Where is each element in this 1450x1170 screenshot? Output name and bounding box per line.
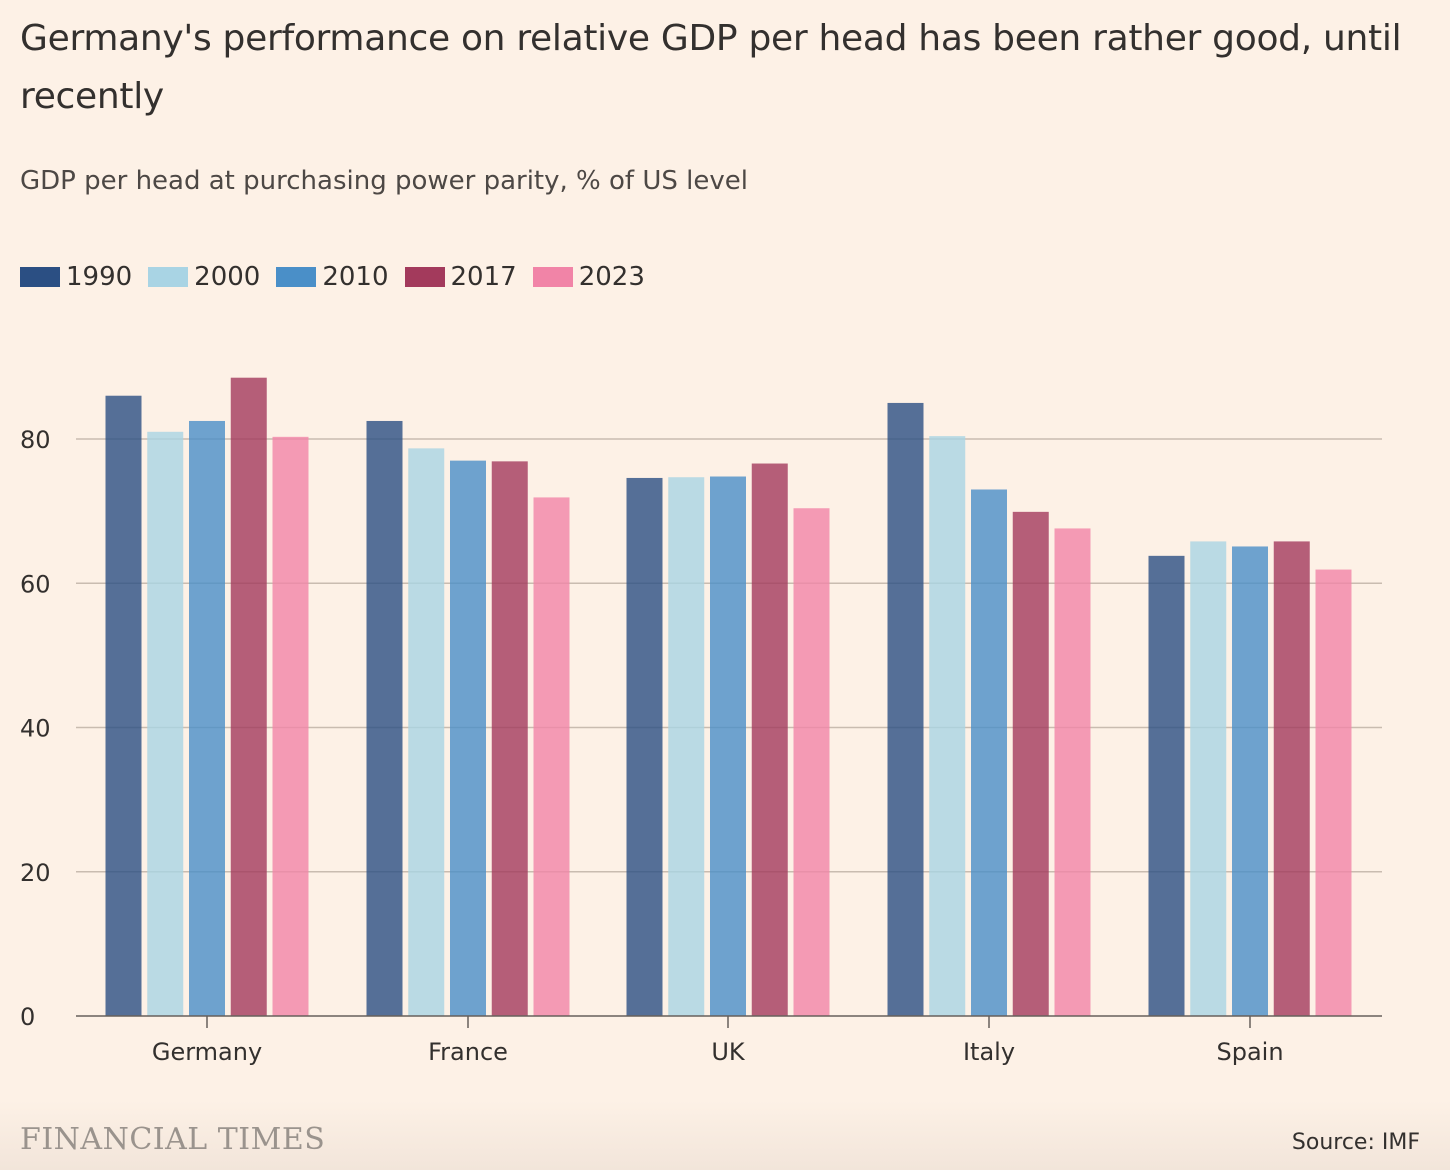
bar-spain-2010 — [1232, 546, 1268, 1016]
bar-france-2010 — [450, 461, 486, 1016]
x-tick-label: Germany — [152, 1038, 262, 1066]
bar-uk-2010 — [710, 477, 746, 1016]
x-tick-label: France — [428, 1038, 508, 1066]
bar-italy-2023 — [1055, 528, 1091, 1016]
x-tick-label: Italy — [963, 1038, 1015, 1066]
bar-france-2017 — [492, 461, 528, 1016]
source-note: Source: IMF — [1292, 1130, 1420, 1155]
y-tick-label: 0 — [20, 1003, 35, 1031]
bar-italy-2017 — [1013, 512, 1049, 1016]
bar-italy-1990 — [888, 403, 924, 1016]
bar-germany-1990 — [106, 396, 142, 1016]
bar-spain-2017 — [1274, 541, 1310, 1016]
y-tick-label: 60 — [20, 570, 51, 598]
bar-uk-2000 — [668, 477, 704, 1016]
bar-germany-2010 — [189, 421, 225, 1016]
bar-germany-2023 — [273, 437, 309, 1016]
bar-uk-2017 — [752, 464, 788, 1016]
y-tick-label: 20 — [20, 859, 51, 887]
bar-france-2023 — [534, 497, 570, 1016]
bar-uk-1990 — [627, 478, 663, 1016]
y-tick-label: 80 — [20, 426, 51, 454]
bar-italy-2010 — [971, 489, 1007, 1016]
bar-uk-2023 — [794, 508, 830, 1016]
y-tick-label: 40 — [20, 715, 51, 743]
bar-france-2000 — [408, 448, 444, 1016]
bar-spain-1990 — [1149, 556, 1185, 1016]
bar-germany-2000 — [147, 432, 183, 1016]
bar-spain-2000 — [1190, 541, 1226, 1016]
bar-france-1990 — [367, 421, 403, 1016]
bar-chart: 0 20 40 60 80 Germany France UK Italy Spain — [0, 0, 1450, 1100]
bar-italy-2000 — [929, 436, 965, 1016]
bar-germany-2017 — [231, 378, 267, 1016]
brand-logo: FINANCIAL TIMES — [20, 1122, 325, 1157]
x-tick-label: UK — [711, 1038, 746, 1066]
x-tick-label: Spain — [1216, 1038, 1283, 1066]
bar-spain-2023 — [1316, 570, 1352, 1016]
